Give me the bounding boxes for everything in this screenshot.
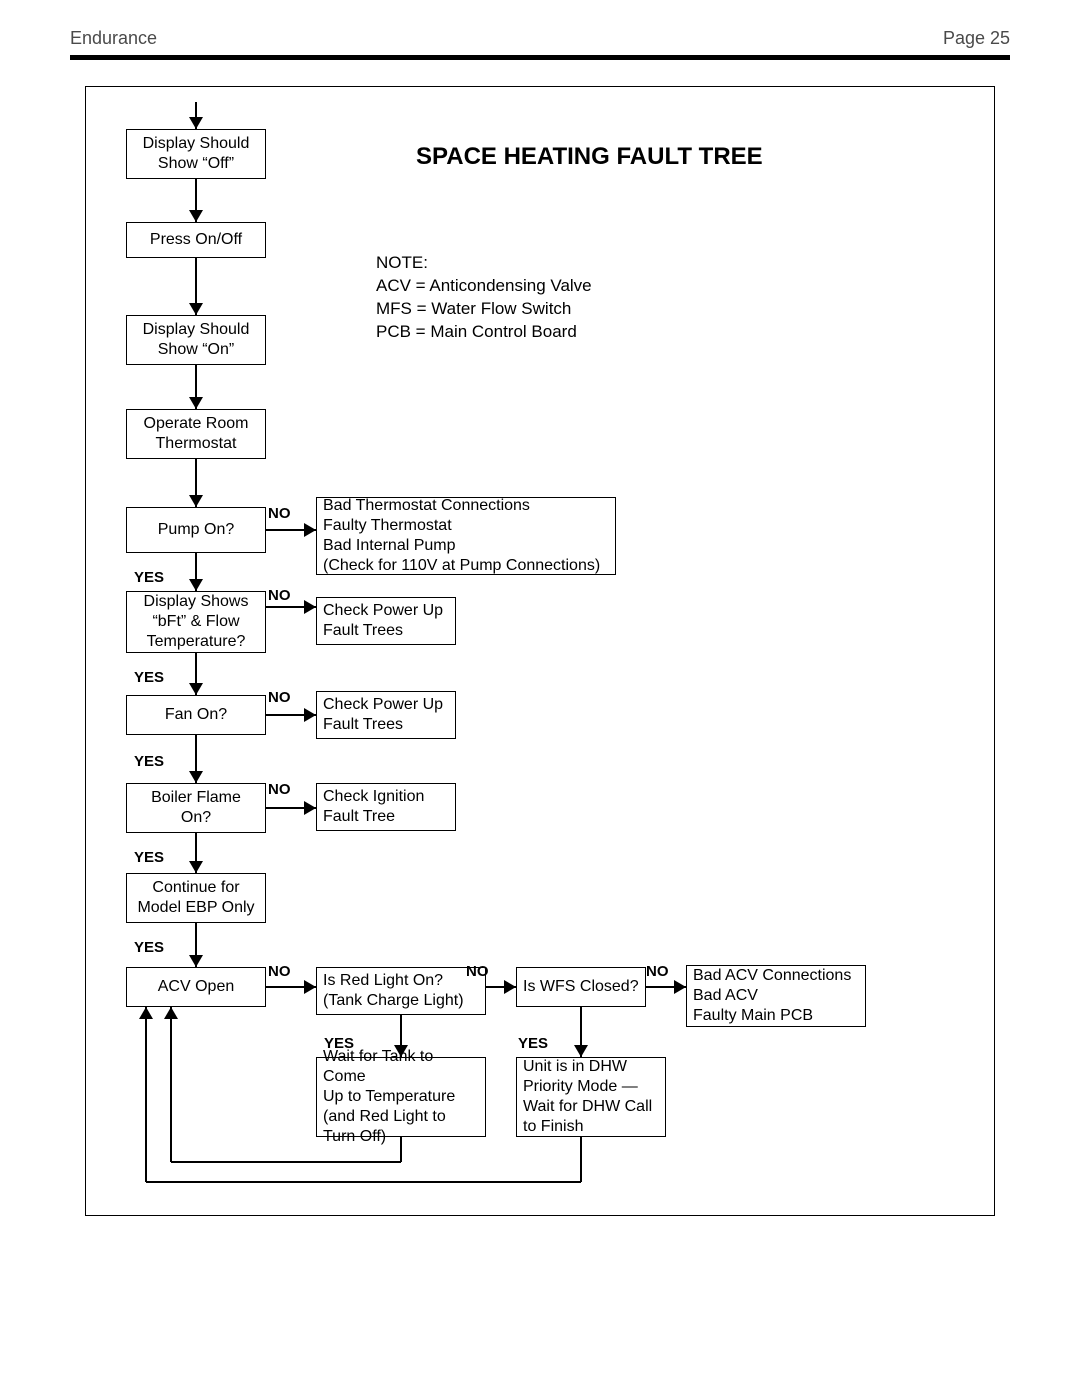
diagram-note: NOTE: ACV = Anticondensing Valve MFS = W… [376,252,592,344]
flowchart-node-n10rr: Is WFS Closed? [516,967,646,1007]
edge-label: NO [466,963,489,980]
flowchart-node-n4: Operate Room Thermostat [126,409,266,459]
flowchart-node-n10r: Is Red Light On? (Tank Charge Light) [316,967,486,1015]
edge-label: NO [268,963,291,980]
flowchart-node-n1: Display Should Show “Off” [126,129,266,179]
flowchart-node-n11a: Wait for Tank to Come Up to Temperature … [316,1057,486,1137]
flowchart-node-n5r: Bad Thermostat Connections Faulty Thermo… [316,497,616,575]
header-left: Endurance [70,28,157,49]
edge-label: YES [518,1035,548,1052]
flowchart-node-n5: Pump On? [126,507,266,553]
flowchart-node-n7: Fan On? [126,695,266,735]
header-rule [70,55,1010,60]
edge-label: NO [268,689,291,706]
edge-label: NO [646,963,669,980]
flowchart-node-n10: ACV Open [126,967,266,1007]
edge-label: YES [134,753,164,770]
flowchart-node-n10rrr: Bad ACV Connections Bad ACV Faulty Main … [686,965,866,1027]
flowchart-node-n6r: Check Power Up Fault Trees [316,597,456,645]
flowchart-container: SPACE HEATING FAULT TREE NOTE: ACV = Ant… [85,86,995,1216]
edge-label: YES [324,1035,354,1052]
edge-label: NO [268,505,291,522]
flowchart-node-n8: Boiler Flame On? [126,783,266,833]
flowchart-node-n2: Press On/Off [126,222,266,258]
header-right: Page 25 [943,28,1010,49]
edge-label: YES [134,849,164,866]
flowchart-node-n9: Continue for Model EBP Only [126,873,266,923]
edge-label: NO [268,587,291,604]
diagram-title: SPACE HEATING FAULT TREE [416,142,763,172]
flowchart-node-n11b: Unit is in DHW Priority Mode — Wait for … [516,1057,666,1137]
flowchart-node-n6: Display Shows “bFt” & Flow Temperature? [126,591,266,653]
flowchart-node-n7r: Check Power Up Fault Trees [316,691,456,739]
flowchart-node-n3: Display Should Show “On” [126,315,266,365]
edge-label: YES [134,939,164,956]
flowchart-node-n8r: Check Ignition Fault Tree [316,783,456,831]
edge-label: YES [134,669,164,686]
page-header: Endurance Page 25 [70,28,1010,55]
edge-label: YES [134,569,164,586]
edge-label: NO [268,781,291,798]
